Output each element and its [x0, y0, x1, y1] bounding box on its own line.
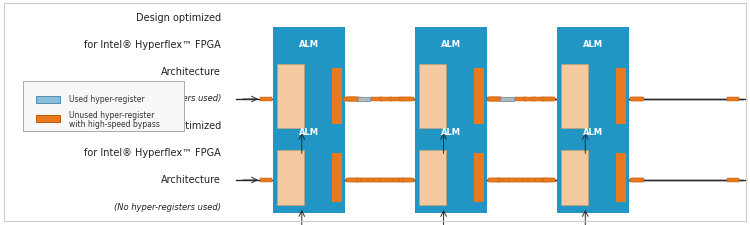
Text: Architecture: Architecture [161, 67, 221, 77]
Bar [514, 97, 526, 101]
Bar [22, 81, 184, 130]
Bar [496, 178, 508, 182]
Bar [630, 97, 642, 101]
Bar [362, 178, 374, 182]
Bar [727, 97, 739, 101]
Bar [488, 97, 500, 101]
Text: for Intel® Hyperflex™ FPGA: for Intel® Hyperflex™ FPGA [85, 148, 221, 158]
Text: Design optimized: Design optimized [136, 13, 221, 23]
Bar [616, 153, 626, 202]
Bar [370, 97, 382, 101]
Bar [278, 64, 304, 128]
Bar [561, 150, 588, 205]
Bar [632, 178, 644, 182]
Text: ALM: ALM [583, 40, 602, 49]
Bar [632, 97, 644, 101]
Bar [393, 178, 405, 182]
Bar [355, 178, 367, 182]
Bar [260, 97, 272, 101]
Text: ALM: ALM [299, 40, 319, 49]
Text: (No hyper-registers used): (No hyper-registers used) [114, 202, 221, 211]
Bar [630, 178, 642, 182]
Text: Unused hyper-register: Unused hyper-register [69, 111, 154, 120]
Bar [541, 178, 553, 182]
Bar [380, 97, 392, 101]
Bar [490, 97, 502, 101]
Bar [474, 153, 484, 202]
Bar [399, 178, 411, 182]
Bar [346, 178, 358, 182]
Bar [349, 97, 361, 101]
Bar [556, 27, 628, 136]
Text: for Intel® Hyperflex™ FPGA: for Intel® Hyperflex™ FPGA [85, 40, 221, 50]
Bar [528, 178, 540, 182]
Text: ALM: ALM [441, 128, 460, 137]
Bar [368, 178, 380, 182]
Bar [556, 117, 628, 213]
Text: Design not optimized: Design not optimized [117, 121, 221, 131]
Bar [561, 64, 588, 128]
Bar [346, 97, 358, 101]
Bar [522, 178, 534, 182]
Text: ALM: ALM [583, 128, 602, 137]
Bar [541, 97, 553, 101]
Bar [415, 27, 487, 136]
Bar [532, 97, 544, 101]
Bar [278, 150, 304, 205]
Bar [273, 117, 345, 213]
Bar [535, 178, 547, 182]
Bar [401, 97, 413, 101]
Bar [260, 178, 272, 182]
Bar [543, 97, 555, 101]
Bar [344, 97, 355, 101]
Bar [349, 178, 361, 182]
Bar [374, 178, 386, 182]
Text: ALM: ALM [299, 128, 319, 137]
Bar [488, 97, 500, 101]
Bar [419, 150, 446, 205]
Bar [543, 178, 555, 182]
Text: ALM: ALM [441, 40, 460, 49]
Bar [36, 96, 60, 104]
Bar [474, 68, 484, 124]
Bar [346, 97, 358, 101]
Bar [500, 97, 514, 101]
Bar [727, 178, 739, 182]
Bar [415, 117, 487, 213]
Bar [419, 64, 446, 128]
Bar [386, 178, 398, 182]
Bar [332, 153, 342, 202]
Bar [380, 178, 392, 182]
Text: with high-speed bypass: with high-speed bypass [69, 120, 160, 129]
Bar [488, 178, 500, 182]
Bar [524, 97, 536, 101]
Bar [399, 97, 411, 101]
Bar [509, 178, 521, 182]
Text: Used hyper-register: Used hyper-register [69, 95, 145, 104]
Bar [36, 115, 60, 122]
Bar [273, 27, 345, 136]
Bar [401, 178, 413, 182]
Bar [490, 178, 502, 182]
Bar [616, 68, 626, 124]
Bar [503, 178, 515, 182]
Text: Architecture: Architecture [161, 175, 221, 185]
Bar [489, 97, 501, 101]
Bar [516, 178, 528, 182]
Bar [356, 97, 370, 101]
Text: (Some hyper-registers used): (Some hyper-registers used) [102, 94, 221, 104]
Bar [390, 97, 402, 101]
Bar [332, 68, 342, 124]
